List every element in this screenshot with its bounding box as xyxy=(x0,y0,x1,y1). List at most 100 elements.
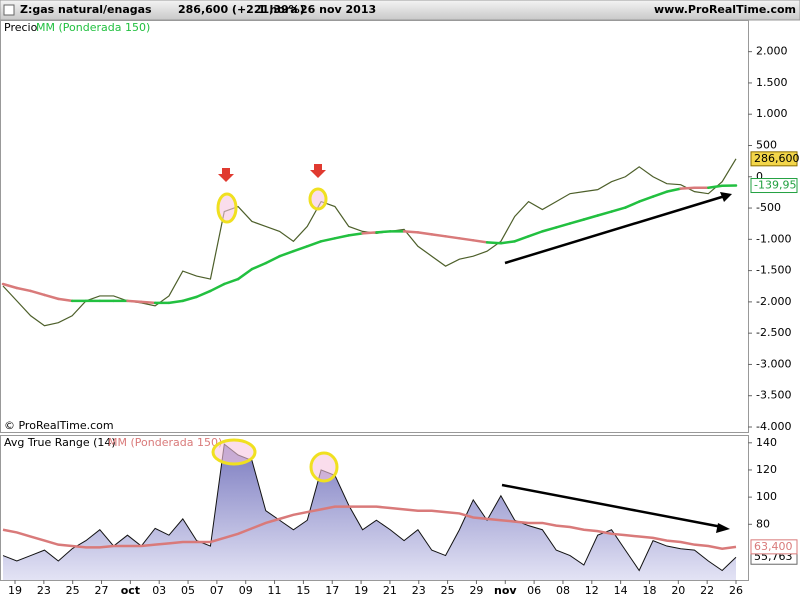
legend-label: Avg True Range (14) xyxy=(4,436,116,449)
y-tick-label: 120 xyxy=(756,463,777,476)
date: 26 nov 2013 xyxy=(300,3,376,16)
ma-segment xyxy=(183,297,197,301)
x-tick-label: 11 xyxy=(268,584,282,597)
x-tick-label: 19 xyxy=(8,584,22,597)
trend-arrow xyxy=(505,196,725,263)
ma-segment xyxy=(293,246,307,251)
ma-segment xyxy=(266,256,280,263)
x-tick-label: 07 xyxy=(210,584,224,597)
legend-label: Precio xyxy=(4,21,38,34)
copyright: © ProRealTime.com xyxy=(4,419,114,432)
ma-segment xyxy=(349,233,363,235)
icon xyxy=(4,5,14,15)
ma-segment xyxy=(584,215,598,219)
ma-segment xyxy=(17,288,31,291)
value-tag-label: 63,400 xyxy=(754,540,793,553)
legend-label: MM (Ponderada 150) xyxy=(108,436,222,449)
y-tick-label: -3.500 xyxy=(756,389,791,402)
ma-segment xyxy=(376,231,390,232)
x-tick-label: 06 xyxy=(527,584,541,597)
plot: 2.0001.5001.0005000-500-1.000-1.500-2.00… xyxy=(3,45,800,597)
x-tick-label: nov xyxy=(494,584,517,597)
highlight-circle xyxy=(310,189,326,209)
x-tick-label: 21 xyxy=(383,584,397,597)
down-arrow xyxy=(310,164,326,178)
ma-segment xyxy=(542,227,556,231)
atr-area xyxy=(3,444,736,580)
ma-segment xyxy=(404,231,418,232)
value-tag-label: 286,600 xyxy=(754,152,800,165)
y-tick-label: 500 xyxy=(756,138,777,151)
ma-segment xyxy=(210,284,224,291)
x-tick-label: 09 xyxy=(239,584,253,597)
x-tick-label: 14 xyxy=(614,584,628,597)
y-tick-label: -1.000 xyxy=(756,232,791,245)
ma-segment xyxy=(570,219,584,223)
highlight-circle xyxy=(311,453,337,481)
ma-segment xyxy=(653,192,667,197)
arrow-head xyxy=(716,523,730,533)
x-tick-label: 25 xyxy=(66,584,80,597)
y-tick-label: 80 xyxy=(756,517,770,530)
price-panel xyxy=(1,21,749,433)
ma-segment xyxy=(529,231,543,236)
x-tick-label: 20 xyxy=(671,584,685,597)
x-tick-label: 17 xyxy=(325,584,339,597)
ma-segment xyxy=(708,186,722,188)
y-tick-label: -1.500 xyxy=(756,264,791,277)
x-tick-label: 25 xyxy=(441,584,455,597)
y-tick-label: 140 xyxy=(756,436,777,449)
y-tick-label: -2.000 xyxy=(756,295,791,308)
value-tag-label: -139,95 xyxy=(754,179,796,192)
ma-segment xyxy=(556,223,570,227)
ma-segment xyxy=(44,295,58,299)
y-tick-label: 1.500 xyxy=(756,76,788,89)
x-tick-label: oct xyxy=(121,584,140,597)
x-tick-label: 05 xyxy=(181,584,195,597)
highlight-circle xyxy=(213,440,255,464)
ma-segment xyxy=(169,301,183,303)
interval: 1 hora xyxy=(258,3,298,16)
ma-segment xyxy=(141,302,155,303)
site: www.ProRealTime.com xyxy=(654,3,796,16)
ma-segment xyxy=(418,232,432,234)
ma-segment xyxy=(515,236,529,241)
ma-segment xyxy=(307,241,321,246)
y-tick-label: -2.500 xyxy=(756,326,791,339)
x-tick-label: 12 xyxy=(585,584,599,597)
x-tick-label: 15 xyxy=(296,584,310,597)
highlight-circle xyxy=(218,194,236,222)
annotations xyxy=(213,164,732,533)
down-arrow xyxy=(218,168,234,182)
x-tick-label: 22 xyxy=(700,584,714,597)
x-tick-label: 23 xyxy=(412,584,426,597)
ma-segment xyxy=(446,236,460,238)
y-tick-label: -500 xyxy=(756,201,781,214)
ma-segment xyxy=(280,251,294,256)
ma-segment xyxy=(501,241,515,243)
x-tick-label: 29 xyxy=(469,584,483,597)
ma-segment xyxy=(31,291,45,295)
y-tick-label: -4.000 xyxy=(756,420,791,433)
symbol: Z:gas natural/enagas xyxy=(20,3,152,16)
trend-arrow xyxy=(502,485,722,527)
ma-segment xyxy=(667,189,681,192)
x-tick-label: 23 xyxy=(37,584,51,597)
x-tick-label: 27 xyxy=(95,584,109,597)
x-tick-label: 08 xyxy=(556,584,570,597)
ma-segment xyxy=(224,279,238,284)
y-tick-label: 2.000 xyxy=(756,45,788,58)
ma-segment xyxy=(487,242,501,243)
x-tick-label: 26 xyxy=(729,584,743,597)
ma-segment xyxy=(321,238,335,241)
ma-segment xyxy=(58,299,72,301)
ma-segment xyxy=(335,235,349,238)
ma-segment xyxy=(363,232,377,233)
y-tick-label: -3.000 xyxy=(756,357,791,370)
ma-segment xyxy=(252,263,266,269)
ma-segment xyxy=(681,188,695,189)
x-tick-label: 18 xyxy=(642,584,656,597)
x-tick-label: 03 xyxy=(152,584,166,597)
ma-segment xyxy=(639,197,653,202)
